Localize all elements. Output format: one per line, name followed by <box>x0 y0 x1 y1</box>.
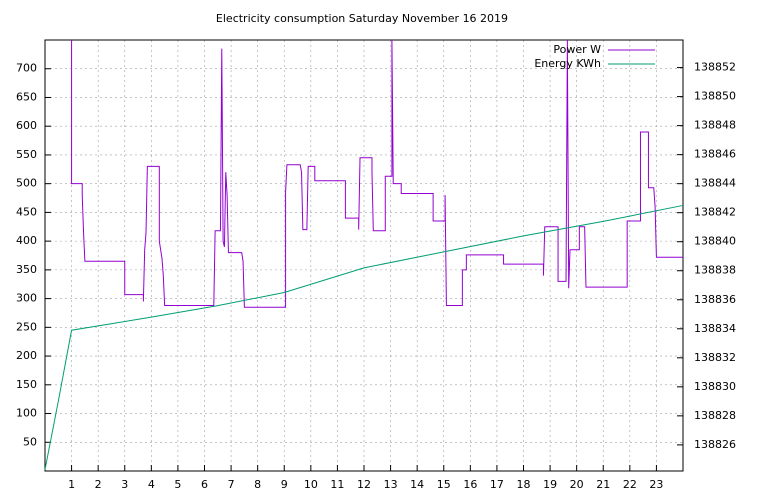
x-tick-label: 9 <box>281 478 288 491</box>
y-tick-label: 150 <box>16 378 37 391</box>
x-tick-label: 22 <box>623 478 637 491</box>
x-tick-label: 23 <box>649 478 663 491</box>
y2-tick-label: 138830 <box>694 380 736 393</box>
y2-tick-label: 138826 <box>694 438 736 451</box>
y2-tick-label: 138836 <box>694 293 736 306</box>
y-tick-label: 500 <box>16 177 37 190</box>
y-tick-label: 350 <box>16 263 37 276</box>
series-line <box>71 39 683 308</box>
x-tick-label: 14 <box>410 478 424 491</box>
y-tick-label: 400 <box>16 234 37 247</box>
y2-tick-label: 138834 <box>694 322 736 335</box>
y-tick-label: 650 <box>16 90 37 103</box>
series-line <box>44 204 684 470</box>
x-tick-label: 21 <box>596 478 610 491</box>
y2-tick-label: 138850 <box>694 90 736 103</box>
y-tick-label: 250 <box>16 320 37 333</box>
y-tick-label: 550 <box>16 148 37 161</box>
y-tick-label: 300 <box>16 292 37 305</box>
x-tick-label: 4 <box>148 478 155 491</box>
y-tick-label: 100 <box>16 407 37 420</box>
y2-tick-label: 138844 <box>694 177 736 190</box>
y2-tick-label: 138828 <box>694 409 736 422</box>
legend-label: Energy KWh <box>534 57 601 70</box>
x-tick-label: 13 <box>384 478 398 491</box>
y-tick-label: 700 <box>16 62 37 75</box>
y2-tick-label: 138842 <box>694 206 736 219</box>
x-tick-label: 8 <box>254 478 261 491</box>
x-tick-label: 16 <box>463 478 477 491</box>
y2-tick-label: 138848 <box>694 119 736 132</box>
y-tick-label: 200 <box>16 349 37 362</box>
legend-label: Power W <box>553 43 601 56</box>
x-tick-label: 12 <box>357 478 371 491</box>
x-tick-label: 11 <box>330 478 344 491</box>
y-tick-label: 600 <box>16 119 37 132</box>
plot-border <box>44 39 684 472</box>
x-tick-label: 2 <box>95 478 102 491</box>
chart-title: Electricity consumption Saturday Novembe… <box>216 12 508 25</box>
y2-tick-label: 138846 <box>694 148 736 161</box>
x-tick-label: 15 <box>437 478 451 491</box>
y2-tick-label: 138840 <box>694 235 736 248</box>
x-tick-label: 6 <box>201 478 208 491</box>
x-tick-label: 1 <box>68 478 75 491</box>
y2-tick-label: 138838 <box>694 264 736 277</box>
y-tick-label: 450 <box>16 205 37 218</box>
x-tick-label: 10 <box>304 478 318 491</box>
x-tick-label: 20 <box>570 478 584 491</box>
x-tick-label: 7 <box>228 478 235 491</box>
x-tick-label: 19 <box>543 478 557 491</box>
x-tick-label: 17 <box>490 478 504 491</box>
y2-tick-label: 138832 <box>694 351 736 364</box>
y2-tick-label: 138852 <box>694 61 736 74</box>
y-tick-label: 50 <box>23 435 37 448</box>
x-tick-label: 18 <box>517 478 531 491</box>
x-tick-label: 5 <box>174 478 181 491</box>
x-tick-label: 3 <box>121 478 128 491</box>
